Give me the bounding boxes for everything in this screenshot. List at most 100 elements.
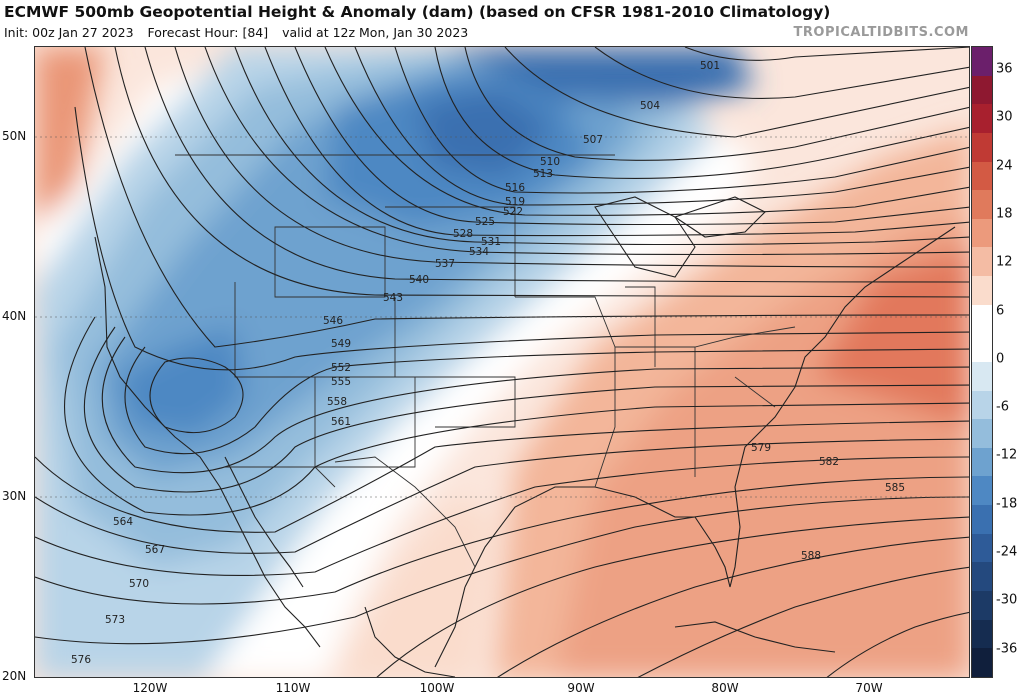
colorbar-tick-label: -24 xyxy=(996,544,1018,560)
contour-low-center xyxy=(149,357,244,434)
contour-label: 537 xyxy=(435,258,455,270)
contour-537 xyxy=(174,47,969,268)
colorbar-tick-label: -36 xyxy=(996,641,1018,657)
border-dakotas xyxy=(385,206,516,297)
contour-label: 519 xyxy=(505,196,525,208)
colorbar-swatch xyxy=(972,304,992,334)
colorbar-tick-label: 36 xyxy=(996,61,1013,77)
contour-567 xyxy=(35,438,969,554)
lon-label-90w: 90W xyxy=(567,681,595,695)
colorbar-tick-label: 30 xyxy=(996,109,1013,125)
contour-label: 555 xyxy=(331,376,351,388)
contour-507 xyxy=(504,47,969,138)
init-time: Init: 00z Jan 27 2023 xyxy=(4,25,134,40)
mexico-west-coast xyxy=(364,606,456,677)
colorbar-swatch xyxy=(972,533,992,563)
colorbar xyxy=(971,46,993,678)
colorbar-tick-label: 12 xyxy=(996,254,1013,270)
contour-546 xyxy=(84,47,969,348)
contour-570 xyxy=(35,456,969,577)
colorbar-swatch xyxy=(972,190,992,219)
contour-label: 573 xyxy=(105,614,125,626)
contour-label: 546 xyxy=(323,315,343,327)
contour-label: 513 xyxy=(533,168,553,180)
map-svg: 501 504 507 510 513 516 519 522 525 528 … xyxy=(35,47,969,677)
valid-time: valid at 12z Mon, Jan 30 2023 xyxy=(282,25,469,40)
contour-501 xyxy=(684,47,969,61)
brand-watermark: TROPICALTIDBITS.COM xyxy=(793,25,969,40)
colorbar-swatch xyxy=(972,276,992,305)
colorbar-swatch xyxy=(972,447,992,477)
contour-540 xyxy=(144,47,969,283)
contour-label: 540 xyxy=(409,274,429,286)
border-il-in xyxy=(625,286,656,367)
contour-label: 561 xyxy=(331,416,351,428)
contour-label: 510 xyxy=(540,156,560,168)
lat-label-30n: 30N xyxy=(2,489,27,503)
contour-573 xyxy=(35,476,969,605)
graticule xyxy=(35,136,969,498)
contour-label: 579 xyxy=(751,442,771,454)
contour-label: 558 xyxy=(327,396,347,408)
colorbar-tick-label: 6 xyxy=(996,303,1005,318)
colorbar-swatch xyxy=(972,476,992,505)
colorbar-swatch xyxy=(972,505,992,534)
colorbar-swatch xyxy=(972,648,992,677)
colorbar-swatch xyxy=(972,562,992,591)
chart-title: ECMWF 500mb Geopotential Height & Anomal… xyxy=(4,3,831,21)
colorbar-swatch xyxy=(972,47,992,76)
colorbar-swatch xyxy=(972,590,992,620)
colorbar-swatch xyxy=(972,361,992,391)
contour-label: 582 xyxy=(819,456,839,468)
chart-subtitle: Init: 00z Jan 27 2023 Forecast Hour: [84… xyxy=(4,25,478,40)
contour-label: 501 xyxy=(700,60,720,72)
colorbar-swatch xyxy=(972,419,992,448)
lat-label-20n: 20N xyxy=(2,669,27,683)
border-carolinas xyxy=(734,376,776,408)
contour-552 xyxy=(124,346,969,455)
lon-label-70w: 70W xyxy=(855,681,883,695)
border-ks-ok xyxy=(395,376,516,428)
contour-543 xyxy=(114,47,969,298)
contour-558 xyxy=(83,326,969,493)
contour-534 xyxy=(204,47,969,256)
contour-549 xyxy=(74,106,969,371)
border-wy xyxy=(274,226,386,298)
colorbar-tick-label: 18 xyxy=(996,206,1013,222)
contour-label: 528 xyxy=(453,228,473,240)
contour-585 xyxy=(637,566,969,677)
contour-516 xyxy=(394,47,969,194)
colorbar-swatch xyxy=(972,333,992,362)
contour-labels: 501 504 507 510 513 516 519 522 525 528 … xyxy=(71,60,905,666)
mexico-gulf-coast xyxy=(434,586,466,668)
contour-label: 564 xyxy=(113,516,133,528)
contour-588 xyxy=(826,611,969,677)
contour-522 xyxy=(324,47,969,216)
lon-label-80w: 80W xyxy=(711,681,739,695)
pacific-coast xyxy=(94,236,321,648)
cuba-coast xyxy=(674,621,836,653)
lat-label-50n: 50N xyxy=(2,129,27,143)
contour-579 xyxy=(376,516,969,677)
contour-510 xyxy=(464,47,969,161)
contour-label: 552 xyxy=(331,362,351,374)
border-nm xyxy=(314,377,416,468)
colorbar-swatch xyxy=(972,390,992,420)
colorbar-swatch xyxy=(972,247,992,276)
colorbar-tick-label: -30 xyxy=(996,592,1018,608)
colorbar-tick-label: -6 xyxy=(996,399,1009,415)
forecast-hour: Forecast Hour: [84] xyxy=(147,25,269,40)
colorbar-swatch xyxy=(972,218,992,248)
colorbar-tick-label: -18 xyxy=(996,496,1018,512)
lon-label-100w: 100W xyxy=(419,681,455,695)
contour-576 xyxy=(35,496,969,645)
contour-label: 549 xyxy=(331,338,351,350)
colorbar-swatch xyxy=(972,161,992,191)
contour-504 xyxy=(594,47,969,99)
contour-label: 507 xyxy=(583,134,603,146)
contour-label: 504 xyxy=(640,100,660,112)
colorbar-swatch xyxy=(972,75,992,105)
colorbar-swatch xyxy=(972,619,992,649)
contour-label: 534 xyxy=(469,246,489,258)
lat-label-40n: 40N xyxy=(2,309,27,323)
